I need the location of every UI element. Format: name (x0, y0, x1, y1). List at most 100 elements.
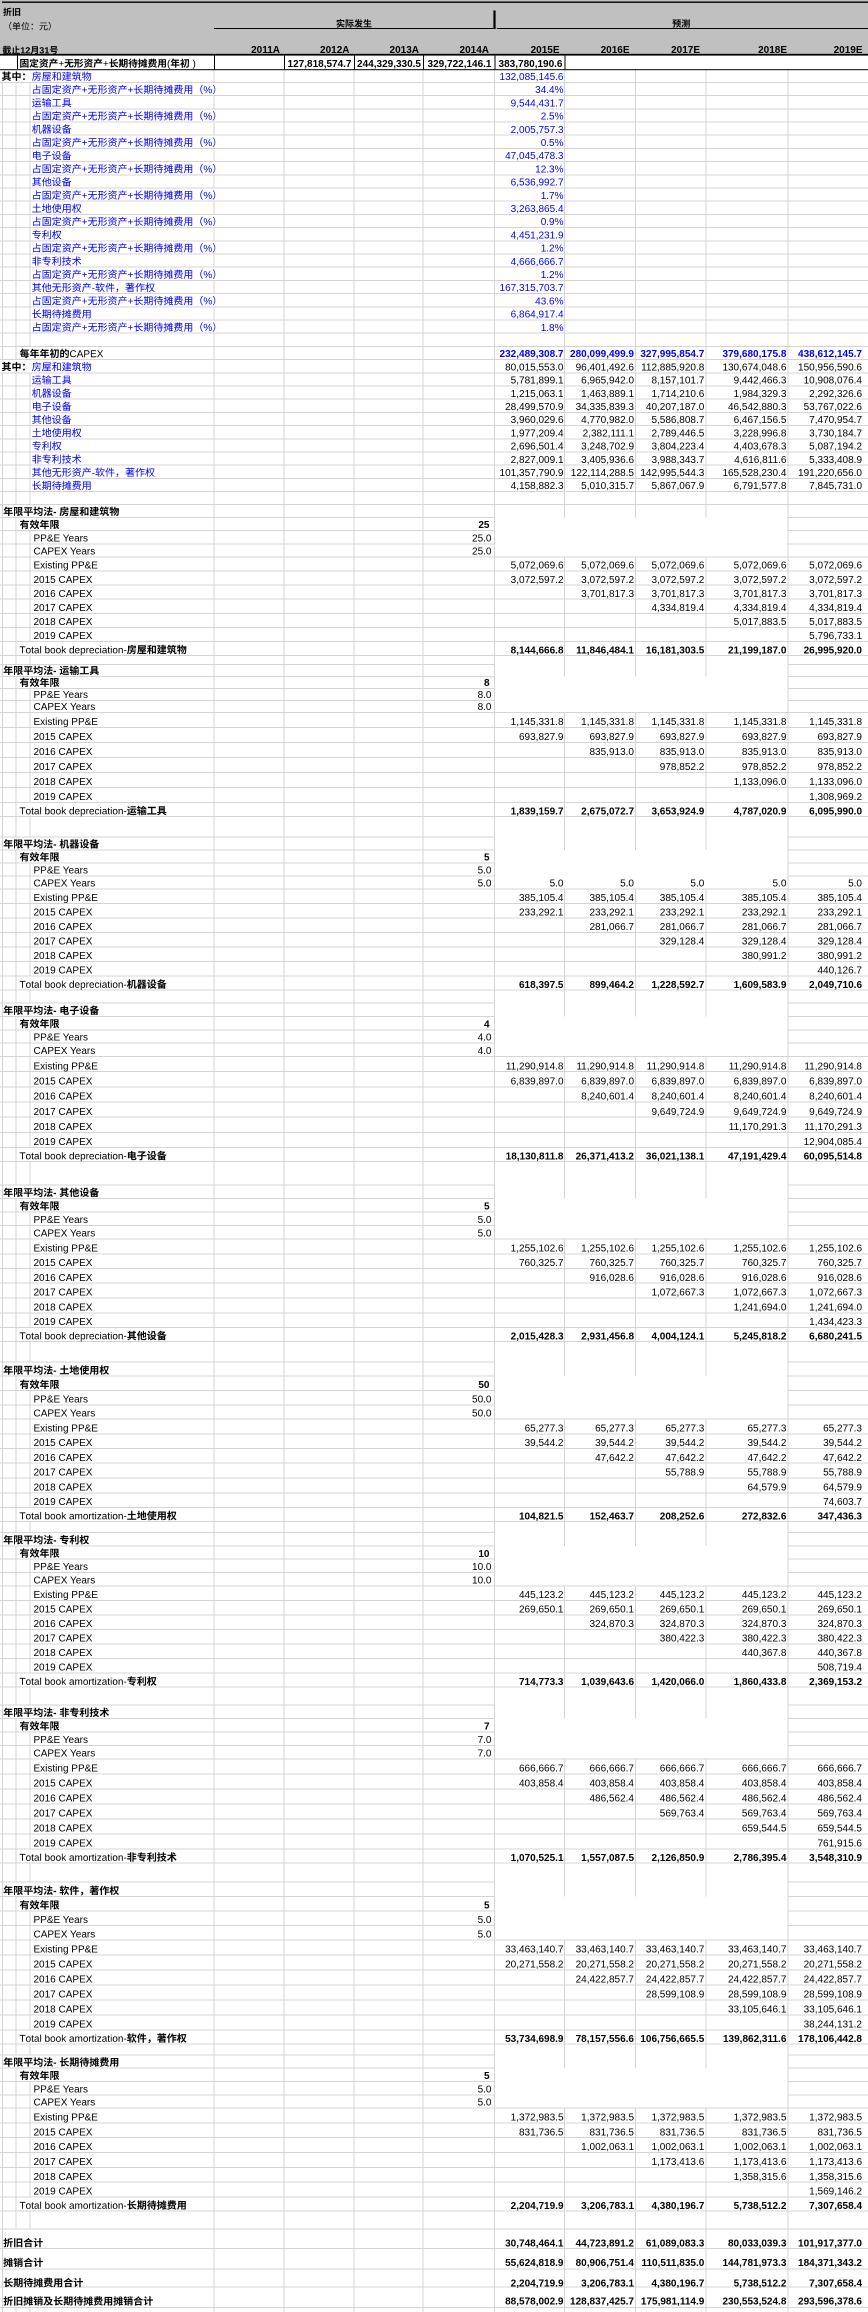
svg-text:3,072,597.2: 3,072,597.2 (651, 575, 704, 586)
svg-text:65,277.3: 65,277.3 (665, 1423, 704, 1434)
svg-text:CAPEX Years: CAPEX Years (34, 702, 96, 713)
svg-text:233,292.1: 233,292.1 (818, 908, 863, 919)
svg-text:4: 4 (484, 1019, 490, 1030)
svg-text:486,562.4: 486,562.4 (818, 1794, 863, 1805)
svg-text:6,839,897.0: 6,839,897.0 (651, 1076, 704, 1087)
svg-text:CAPEX Years: CAPEX Years (34, 547, 96, 558)
svg-text:1,434,423.3: 1,434,423.3 (809, 1317, 862, 1328)
svg-text:5.0: 5.0 (478, 1215, 492, 1226)
svg-text:2019 CAPEX: 2019 CAPEX (34, 2020, 93, 2031)
svg-text:47,642.2: 47,642.2 (823, 1453, 862, 1464)
svg-text:4,334,819.4: 4,334,819.4 (734, 603, 787, 614)
svg-text:1,002,063.1: 1,002,063.1 (809, 2142, 862, 2153)
svg-text:PP&E Years: PP&E Years (34, 1215, 88, 1226)
svg-text:Existing PP&E: Existing PP&E (34, 893, 99, 904)
svg-text:324,870.3: 324,870.3 (818, 1619, 863, 1630)
svg-text:5,072,069.6: 5,072,069.6 (581, 561, 634, 572)
svg-text:714,773.3: 714,773.3 (519, 1677, 564, 1688)
svg-text:1.7%: 1.7% (541, 191, 564, 202)
svg-text:2,204,719.9: 2,204,719.9 (511, 2201, 564, 2212)
svg-text:5,333,408.9: 5,333,408.9 (809, 455, 862, 466)
svg-text:3,228,996.8: 3,228,996.8 (734, 428, 787, 439)
svg-text:2019 CAPEX: 2019 CAPEX (34, 631, 93, 642)
svg-text:3,653,924.9: 3,653,924.9 (651, 806, 704, 817)
svg-text:7.0: 7.0 (478, 1749, 492, 1760)
svg-text:230,553,524.8: 230,553,524.8 (722, 2297, 786, 2308)
svg-text:3,960,029.6: 3,960,029.6 (511, 415, 564, 426)
svg-text:5,586,808.7: 5,586,808.7 (651, 415, 704, 426)
svg-text:11,846,484.1: 11,846,484.1 (576, 645, 634, 656)
svg-text:20,271,558.2: 20,271,558.2 (804, 1960, 863, 1971)
svg-text:2015 CAPEX: 2015 CAPEX (34, 2127, 93, 2138)
svg-text:1,145,331.8: 1,145,331.8 (651, 717, 704, 728)
svg-text:1,173,413.6: 1,173,413.6 (809, 2157, 862, 2168)
svg-text:39,544.2: 39,544.2 (595, 1438, 634, 1449)
svg-text:24,422,857.7: 24,422,857.7 (804, 1975, 863, 1986)
svg-text:5,072,069.6: 5,072,069.6 (809, 561, 862, 572)
svg-text:2019 CAPEX: 2019 CAPEX (34, 1137, 93, 1148)
svg-text:3,072,597.2: 3,072,597.2 (581, 575, 634, 586)
svg-text:3,263,865.4: 3,263,865.4 (511, 204, 564, 215)
svg-text:269,650.1: 269,650.1 (519, 1605, 564, 1616)
svg-text:8,240,601.4: 8,240,601.4 (651, 1092, 704, 1103)
svg-text:693,827.9: 693,827.9 (742, 732, 787, 743)
svg-text:9,442,466.3: 9,442,466.3 (734, 376, 787, 387)
svg-text:3,701,817.3: 3,701,817.3 (809, 589, 862, 600)
svg-text:2,292,326.6: 2,292,326.6 (809, 389, 862, 400)
svg-text:55,788.9: 55,788.9 (823, 1468, 862, 1479)
svg-text:385,105.4: 385,105.4 (742, 893, 787, 904)
svg-text:5,796,733.1: 5,796,733.1 (809, 631, 862, 642)
svg-text:2016 CAPEX: 2016 CAPEX (34, 747, 93, 758)
svg-text:24,422,857.7: 24,422,857.7 (728, 1975, 787, 1986)
svg-text:5.0: 5.0 (478, 2084, 492, 2095)
svg-text:6,095,990.0: 6,095,990.0 (809, 806, 862, 817)
svg-text:2016 CAPEX: 2016 CAPEX (34, 589, 93, 600)
svg-text:1,372,983.5: 1,372,983.5 (511, 2112, 564, 2123)
svg-text:380,991.2: 380,991.2 (818, 951, 863, 962)
svg-text:3,730,184.7: 3,730,184.7 (809, 428, 862, 439)
svg-text:440,367.8: 440,367.8 (742, 1648, 787, 1659)
svg-text:Existing PP&E: Existing PP&E (34, 2112, 99, 2123)
svg-text:10.0: 10.0 (472, 1562, 492, 1573)
svg-text:2,126,850.9: 2,126,850.9 (651, 1853, 704, 1864)
svg-text:1,072,667.3: 1,072,667.3 (809, 1288, 862, 1299)
svg-text:5.0: 5.0 (478, 1229, 492, 1240)
svg-text:831,736.5: 831,736.5 (519, 2127, 564, 2138)
svg-text:2017 CAPEX: 2017 CAPEX (34, 762, 93, 773)
svg-text:2016 CAPEX: 2016 CAPEX (34, 2142, 93, 2153)
svg-text:1,173,413.6: 1,173,413.6 (651, 2157, 704, 2168)
svg-text:2,204,719.9: 2,204,719.9 (511, 2278, 564, 2289)
svg-text:835,913.0: 835,913.0 (590, 747, 635, 758)
svg-text:666,666.7: 666,666.7 (590, 1764, 635, 1775)
svg-text:3,405,936.6: 3,405,936.6 (581, 455, 634, 466)
svg-text:329,722,146.1: 329,722,146.1 (428, 59, 492, 70)
svg-text:10: 10 (478, 1549, 490, 1560)
svg-text:440,367.8: 440,367.8 (818, 1648, 863, 1659)
svg-text:978,852.2: 978,852.2 (660, 762, 705, 773)
svg-text:28,599,108.9: 28,599,108.9 (804, 1990, 863, 2001)
svg-text:693,827.9: 693,827.9 (818, 732, 863, 743)
svg-text:CAPEX Years: CAPEX Years (34, 1229, 96, 1240)
svg-text:34.4%: 34.4% (535, 85, 563, 96)
svg-text:Existing PP&E: Existing PP&E (34, 561, 99, 572)
svg-text:4.0: 4.0 (478, 1046, 492, 1057)
svg-text:6,839,897.0: 6,839,897.0 (734, 1076, 787, 1087)
svg-text:9,649,724.9: 9,649,724.9 (734, 1107, 787, 1118)
svg-text:127,818,574.7: 127,818,574.7 (288, 59, 352, 70)
svg-text:150,956,590.6: 150,956,590.6 (798, 362, 862, 373)
svg-text:1,039,643.6: 1,039,643.6 (581, 1677, 634, 1688)
svg-text:175,981,114.9: 175,981,114.9 (641, 2297, 705, 2308)
svg-text:2015 CAPEX: 2015 CAPEX (34, 1076, 93, 1087)
svg-text:2017 CAPEX: 2017 CAPEX (34, 1107, 93, 1118)
svg-text:269,650.1: 269,650.1 (660, 1605, 705, 1616)
svg-text:5: 5 (484, 2071, 490, 2082)
svg-text:1,215,063.1: 1,215,063.1 (511, 389, 564, 400)
svg-text:445,123.2: 445,123.2 (660, 1590, 705, 1601)
svg-text:486,562.4: 486,562.4 (742, 1794, 787, 1805)
svg-text:21,199,187.0: 21,199,187.0 (728, 645, 787, 656)
svg-text:324,870.3: 324,870.3 (742, 1619, 787, 1630)
svg-text:33,463,140.7: 33,463,140.7 (646, 1945, 705, 1956)
svg-text:2017 CAPEX: 2017 CAPEX (34, 937, 93, 948)
svg-text:39,544.2: 39,544.2 (665, 1438, 704, 1449)
svg-text:2017 CAPEX: 2017 CAPEX (34, 1809, 93, 1820)
